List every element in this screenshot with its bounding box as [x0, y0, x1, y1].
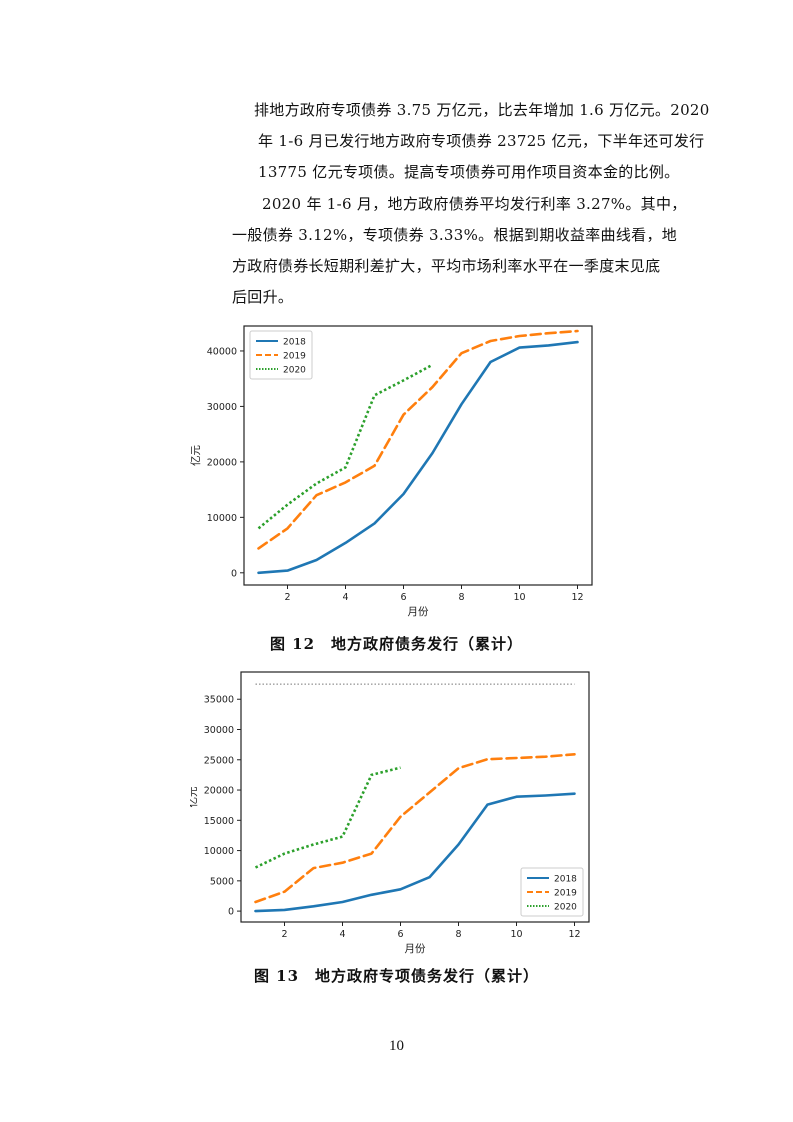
legend: 2018 2019 2020 — [520, 867, 584, 917]
x-tick-label: 4 — [339, 929, 345, 940]
y-tick-label: 20000 — [204, 786, 234, 797]
x-axis-label: 月份 — [405, 943, 426, 955]
plot-frame — [240, 671, 590, 923]
legend: 2018 2019 2020 — [249, 330, 313, 380]
x-tick-label: 10 — [510, 929, 522, 940]
figure-12-caption: 图 12 地方政府债务发行（累计） — [269, 635, 524, 653]
x-tick-label: 8 — [455, 929, 461, 940]
x-tick-label: 10 — [513, 592, 525, 603]
series-line-2020 — [254, 766, 401, 869]
x-tick-label: 2 — [281, 929, 287, 940]
paragraph-1: 排地方政府专项债券 3.75 万亿元，比去年增加 1.6 万亿元。2020 年 … — [254, 95, 710, 188]
y-tick-label: 25000 — [204, 755, 234, 766]
y-tick-label: 20000 — [207, 457, 237, 468]
text-line: 方政府债券长短期利差扩大，平均市场利率水平在一季度末见底 — [232, 257, 661, 275]
x-axis-label: 月份 — [408, 606, 429, 618]
text-line: 2020 年 1-6 月，地方政府债券平均发行利率 3.27%。其中， — [262, 195, 687, 213]
legend-box — [520, 867, 584, 917]
y-tick-label: 10000 — [204, 846, 234, 857]
series-line-2018 — [257, 340, 579, 575]
y-tick-label: 0 — [228, 907, 234, 918]
y-tick-label: 0 — [231, 568, 237, 579]
legend-label-2018: 2018 — [554, 875, 577, 885]
paragraph-2: 2020 年 1-6 月，地方政府债券平均发行利率 3.27%。其中， 一般债券… — [232, 189, 688, 313]
text-line: 后回升。 — [232, 288, 294, 306]
y-tick-label: 40000 — [207, 346, 237, 357]
x-tick-label: 6 — [397, 929, 403, 940]
chart-special-debt-issuance: 0 5000 10000 15000 20000 25000 30000 35000 2 4 6 8 1… — [190, 671, 590, 955]
text-line: 排地方政府专项债券 3.75 万亿元，比去年增加 1.6 万亿元。2020 — [254, 101, 710, 119]
legend-box — [249, 330, 313, 380]
x-tick-label: 6 — [400, 592, 406, 603]
text-line: 年 1-6 月已发行地方政府专项债券 23725 亿元，下半年还可发行 — [258, 132, 705, 150]
page-number: 10 — [389, 1038, 404, 1054]
series-line-2018 — [254, 792, 576, 913]
y-tick-label: 10000 — [207, 513, 237, 524]
figure-13-caption: 图 13 地方政府专项债务发行（累计） — [253, 967, 540, 985]
y-tick-label: 30000 — [204, 725, 234, 736]
x-tick-label: 4 — [342, 592, 348, 603]
legend-label-2019: 2019 — [283, 352, 306, 362]
legend-label-2019: 2019 — [554, 889, 577, 899]
x-tick-label: 12 — [571, 592, 583, 603]
y-axis-label: 亿元 — [190, 786, 199, 807]
x-tick-label: 2 — [284, 592, 290, 603]
y-tick-label: 35000 — [204, 695, 234, 706]
series-line-2019 — [257, 329, 579, 550]
legend-label-2020: 2020 — [554, 903, 577, 913]
y-tick-label: 5000 — [210, 876, 234, 887]
x-tick-label: 8 — [458, 592, 464, 603]
y-tick-label: 30000 — [207, 402, 237, 413]
y-tick-label: 15000 — [204, 816, 234, 827]
series-line-2019 — [254, 753, 576, 904]
legend-label-2020: 2020 — [283, 366, 306, 376]
text-line: 13775 亿元专项债。提高专项债券可用作项目资本金的比例。 — [258, 163, 680, 181]
text-line: 一般债券 3.12%，专项债券 3.33%。根据到期收益率曲线看，地 — [232, 226, 678, 244]
legend-label-2018: 2018 — [283, 338, 306, 348]
plot-frame — [243, 325, 593, 586]
y-axis-label: 亿元 — [190, 445, 202, 466]
series-line-2020 — [257, 363, 434, 530]
x-tick-label: 12 — [568, 929, 580, 940]
